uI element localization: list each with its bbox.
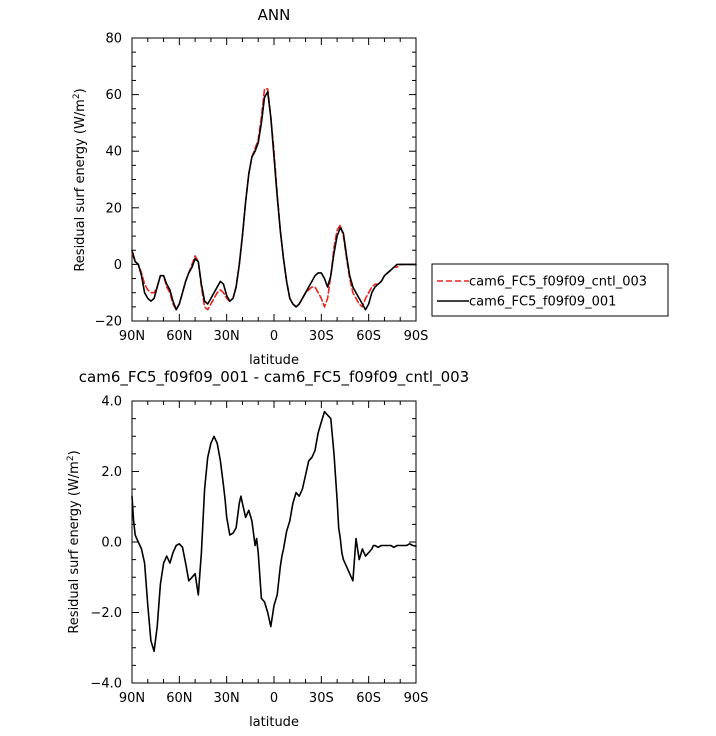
top-xtick-label: 90N — [119, 329, 145, 344]
bottom-xtick-label: 60N — [166, 691, 192, 706]
legend-box — [431, 263, 669, 317]
legend-label-cntl: cam6_FC5_f09f09_cntl_003 — [469, 275, 647, 290]
top-xtick-label: 30N — [214, 329, 240, 344]
top-chart-panel: ANN −20 0 20 40 60 80 90N 60N 30N 0 30S 60S 90S lati… — [72, 6, 428, 368]
bottom-xtick-label: 60S — [356, 691, 381, 706]
top-ytick-label: 0 — [114, 258, 122, 273]
bottom-ytick-label: −4.0 — [90, 677, 122, 692]
bottom-series-line-0 — [131, 410, 417, 653]
top-axis-ticks: −20 0 20 40 60 80 90N 60N 30N 0 30S 60S 90S — [95, 32, 429, 345]
bottom-chart-title: cam6_FC5_f09f09_001 - cam6_FC5_f09f09_cn… — [79, 368, 469, 387]
top-chart-title: ANN — [258, 6, 291, 24]
bottom-x-axis-label: latitude — [249, 715, 299, 730]
top-xtick-label: 30S — [309, 329, 334, 344]
top-series-line-1 — [131, 91, 417, 311]
top-ytick-label: 80 — [105, 32, 122, 47]
bottom-xtick-label: 0 — [270, 691, 278, 706]
top-ytick-label: 20 — [105, 201, 122, 216]
top-y-axis-label: Residual surf energy (W/m2) — [72, 88, 88, 271]
bottom-ytick-label: 0.0 — [101, 536, 122, 551]
top-plot-frame — [131, 37, 417, 322]
bottom-xtick-label: 30S — [309, 691, 334, 706]
top-xtick-label: 60N — [166, 329, 192, 344]
top-series-group — [131, 88, 417, 311]
top-ytick-label: −20 — [95, 315, 122, 330]
bottom-xtick-label: 30N — [214, 691, 240, 706]
bottom-axis-ticks: −4.0 −2.0 0.0 2.0 4.0 90N 60N 30N 0 30S 60S 90S — [90, 395, 428, 707]
bottom-ytick-label: 2.0 — [101, 465, 122, 480]
bottom-y-axis-label: Residual surf energy (W/m2) — [66, 450, 82, 633]
top-x-axis-label: latitude — [249, 353, 299, 368]
bottom-chart-panel: cam6_FC5_f09f09_001 - cam6_FC5_f09f09_cn… — [66, 368, 469, 730]
bottom-ytick-label: 4.0 — [101, 395, 122, 410]
top-ytick-label: 60 — [105, 88, 122, 103]
bottom-plot-frame — [131, 400, 417, 684]
legend-label-exp: cam6_FC5_f09f09_001 — [469, 295, 616, 310]
top-xtick-label: 0 — [270, 329, 278, 344]
top-xtick-label: 60S — [356, 329, 381, 344]
bottom-series-group — [131, 410, 417, 653]
top-xtick-label: 90S — [404, 329, 429, 344]
top-ytick-label: 40 — [105, 145, 122, 160]
top-series-line-0 — [131, 88, 417, 311]
bottom-xtick-label: 90S — [404, 691, 429, 706]
bottom-xtick-label: 90N — [119, 691, 145, 706]
legend: cam6_FC5_f09f09_cntl_003 cam6_FC5_f09f09… — [431, 263, 669, 317]
bottom-ytick-label: −2.0 — [90, 606, 122, 621]
